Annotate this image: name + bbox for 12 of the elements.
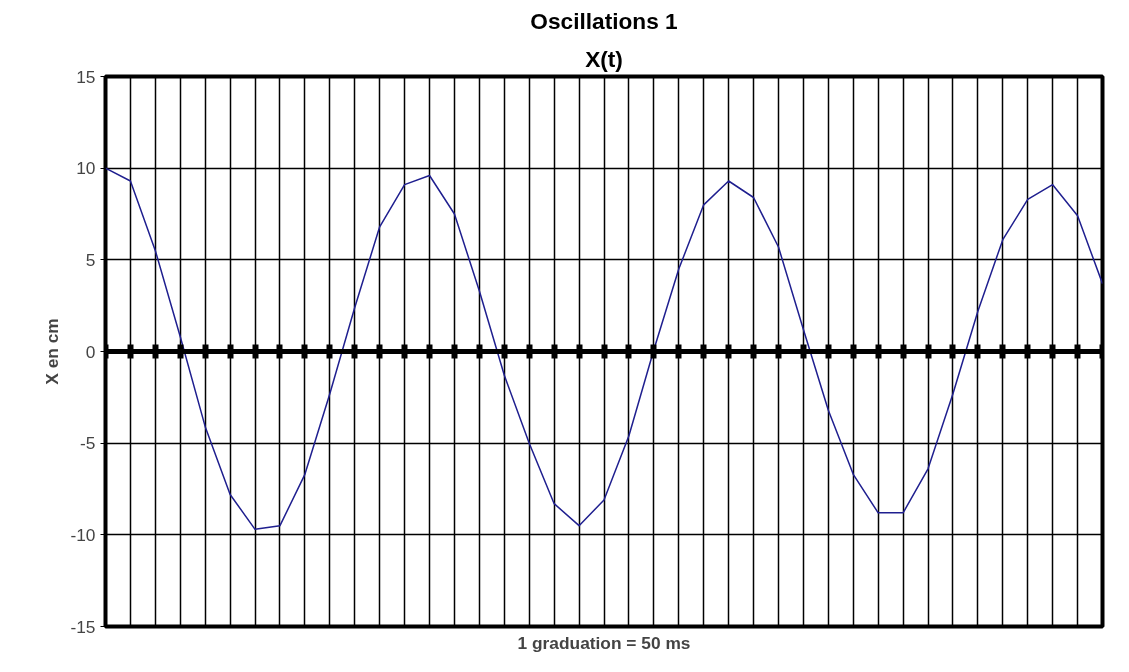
y-tick-label: -15 <box>70 616 96 637</box>
chart-title: Oscillations 1 <box>530 7 678 34</box>
chart-subtitle: X(t) <box>585 45 623 72</box>
line-series <box>105 167 1103 531</box>
y-tick-label: 0 <box>85 341 96 362</box>
y-tick-label: -10 <box>70 524 96 545</box>
y-axis-title: X en cm <box>42 318 63 385</box>
y-tick-label: -5 <box>80 433 96 454</box>
y-tick-label: 10 <box>76 158 96 179</box>
y-tick-label: 5 <box>85 249 96 270</box>
y-tick-label: 15 <box>76 66 96 87</box>
x-axis-title: 1 graduation = 50 ms <box>517 632 691 653</box>
